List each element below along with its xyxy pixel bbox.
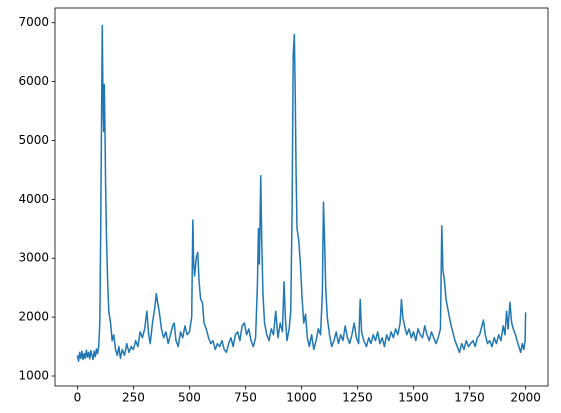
- x-tick-label: 250: [122, 391, 145, 405]
- y-tick-label: 6000: [18, 74, 49, 88]
- x-tick-label: 750: [234, 391, 257, 405]
- y-tick-label: 7000: [18, 15, 49, 29]
- y-tick-label: 3000: [18, 251, 49, 265]
- x-tick-label: 1750: [454, 391, 485, 405]
- x-tick-label: 2000: [510, 391, 541, 405]
- x-tick-label: 1000: [286, 391, 317, 405]
- y-tick-label: 2000: [18, 310, 49, 324]
- x-tick-label: 0: [74, 391, 82, 405]
- y-tick-label: 4000: [18, 192, 49, 206]
- plot-frame: [54, 7, 549, 387]
- x-tick-label: 1500: [398, 391, 429, 405]
- x-tick-label: 500: [178, 391, 201, 405]
- y-tick-label: 1000: [18, 368, 49, 382]
- data-line: [76, 24, 527, 363]
- x-tick-label: 1250: [342, 391, 373, 405]
- y-tick-label: 5000: [18, 133, 49, 147]
